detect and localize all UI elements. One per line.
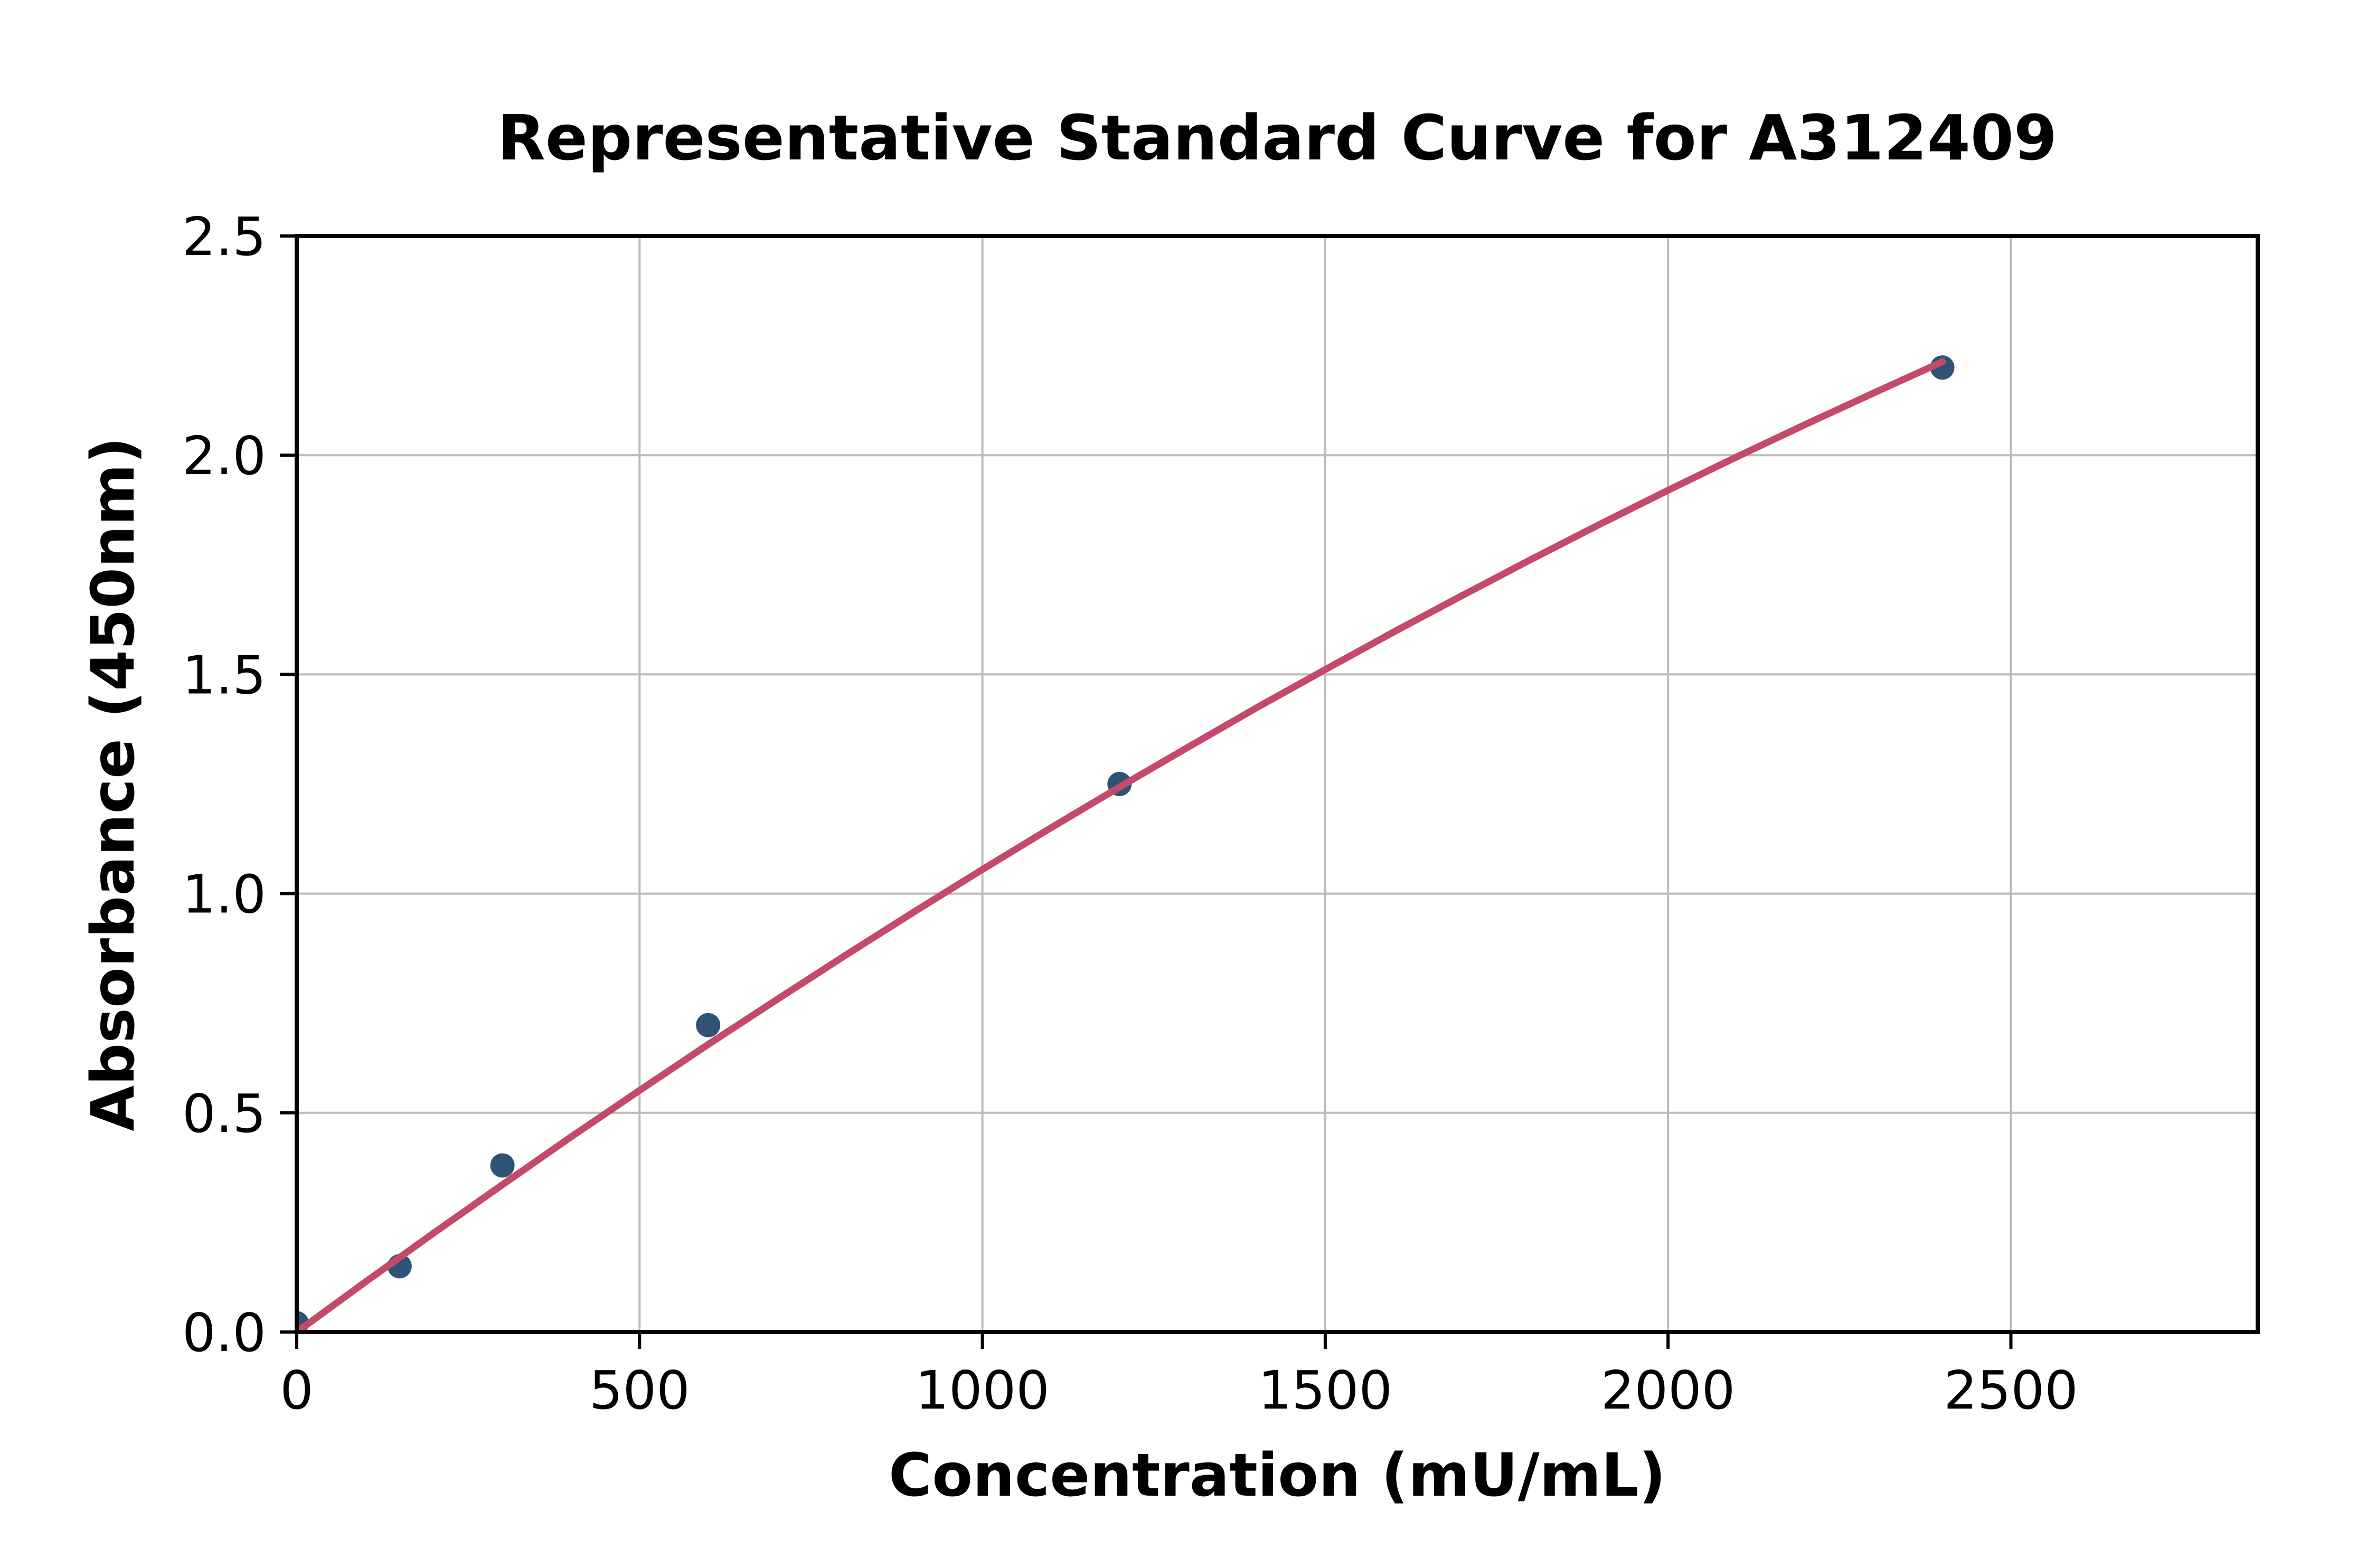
x-tick-label: 0 [280,1359,314,1421]
data-point [696,1013,721,1037]
y-axis-label: Absorbance (450nm) [79,437,148,1131]
axes-frame [295,234,2260,1334]
x-tick-label: 1000 [915,1359,1050,1421]
y-tick-label: 0.5 [182,1083,266,1145]
tick-marks [280,234,2013,1349]
tick-labels: 0 500 1000 1500 2000 2500 0.0 0.5 1.0 1.5 2.0 2.5 [182,206,2078,1421]
y-tick-label: 2.5 [182,206,266,268]
x-tick-label: 2500 [1944,1359,2078,1421]
data-point [490,1153,515,1178]
y-tick-label: 1.5 [182,644,266,706]
gridlines [296,235,2258,1333]
scatter-points [297,355,1955,1332]
y-tick-label: 0.0 [182,1302,266,1364]
y-tick-label: 2.0 [182,425,266,487]
x-tick-label: 2000 [1601,1359,1736,1421]
data-layer [297,355,1955,1332]
x-tick-label: 1500 [1258,1359,1393,1421]
chart-title: Representative Standard Curve for A31240… [497,101,2058,174]
fitted-curve-line [297,358,1946,1332]
y-tick-label: 1.0 [182,864,266,925]
x-axis-label: Concentration (mU/mL) [889,1441,1666,1510]
x-tick-label: 500 [589,1359,690,1421]
